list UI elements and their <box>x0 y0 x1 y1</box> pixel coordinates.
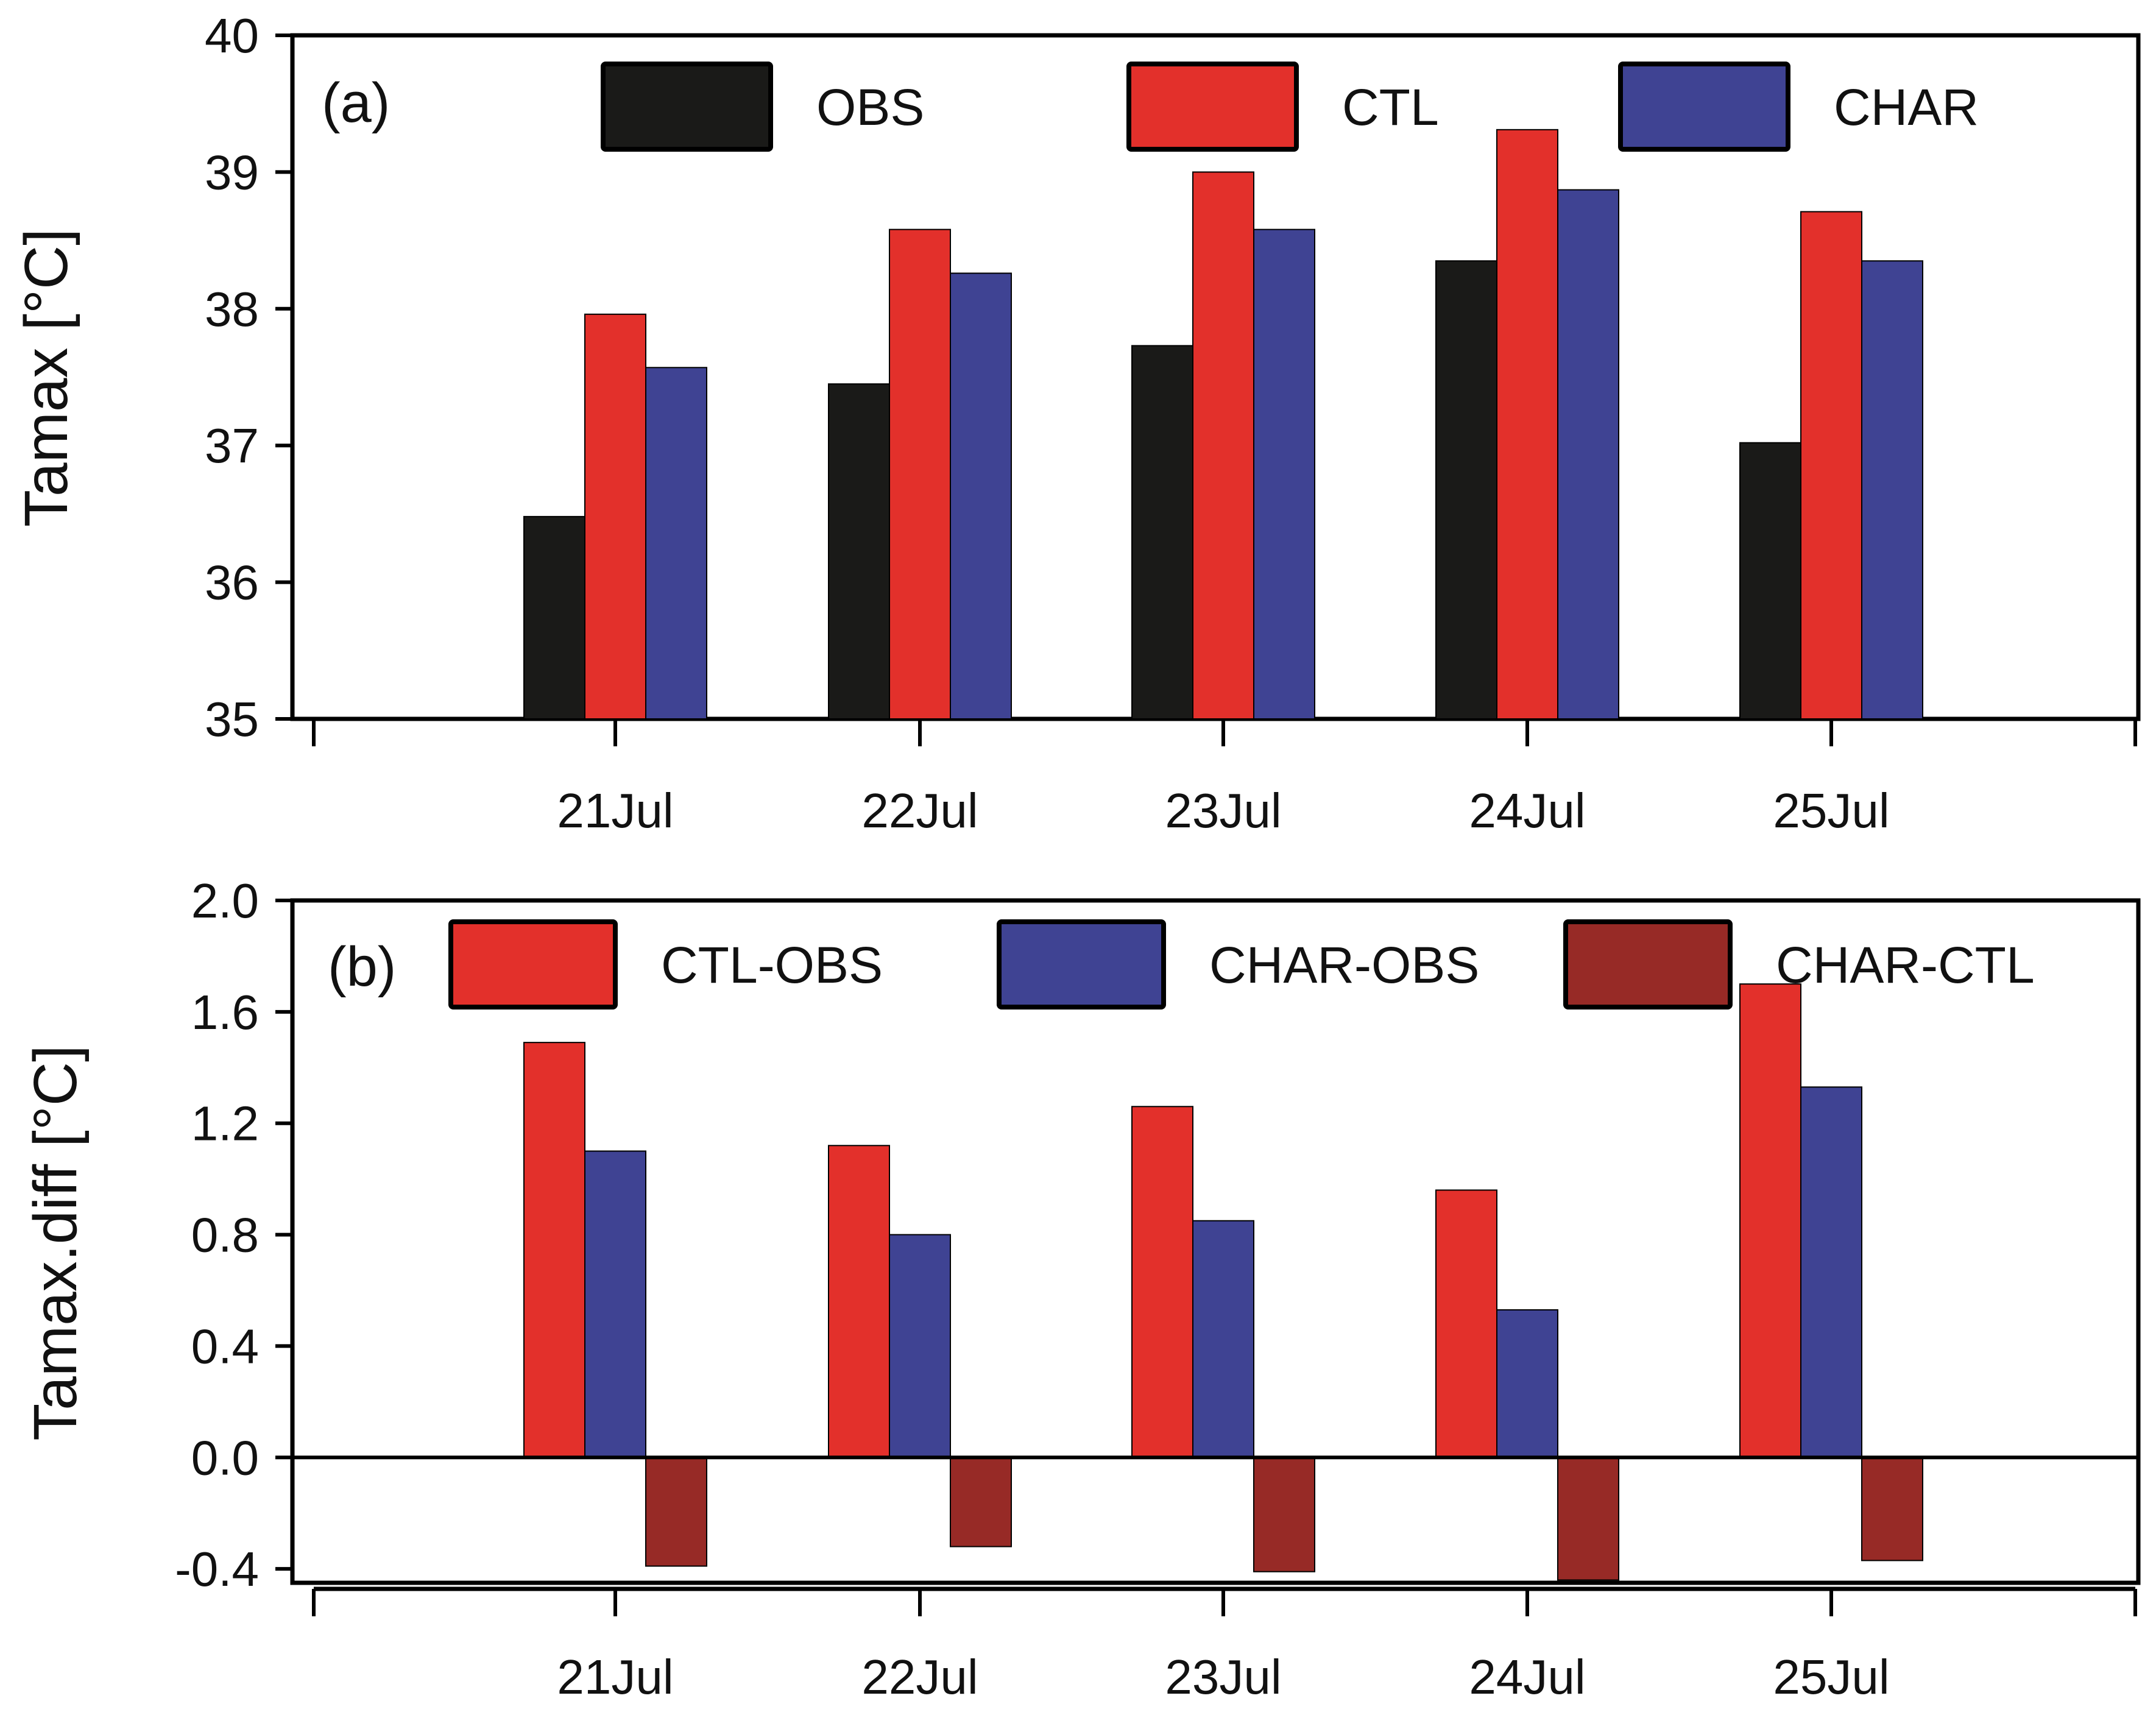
panel-a-y-ticks: 35 36 37 38 39 40 <box>205 9 292 746</box>
bar-ctl-obs <box>828 1145 890 1459</box>
legend-label: CHAR <box>1834 79 1979 136</box>
panel-b-y-axis-title: Tamax.diff [°C] <box>21 1045 90 1440</box>
bar-ctl <box>1800 211 1862 720</box>
x-tick-label: 22Jul <box>861 1650 978 1704</box>
bar-obs <box>1739 442 1801 720</box>
y-tick-label: 40 <box>205 9 259 63</box>
x-tick-label: 25Jul <box>1773 783 1889 838</box>
bar-ctl-obs <box>1739 983 1801 1459</box>
panel-a-y-axis-title: Tamax [°C] <box>12 228 80 527</box>
panel-a-legend: OBS CTL CHAR <box>601 62 1979 152</box>
y-tick-label: 39 <box>205 145 259 199</box>
legend-label: CHAR-OBS <box>1209 936 1479 994</box>
y-tick-label: 36 <box>205 556 259 610</box>
bar-char-ctl <box>950 1457 1012 1547</box>
x-tick-label: 23Jul <box>1165 783 1281 838</box>
bar-obs <box>1435 260 1497 720</box>
y-tick-label: 37 <box>205 419 259 473</box>
bar-ctl <box>584 313 646 720</box>
y-tick-label: 38 <box>205 282 259 336</box>
x-tick-label: 24Jul <box>1469 783 1585 838</box>
y-tick-label: 1.6 <box>191 985 259 1039</box>
bar-char-obs <box>1800 1086 1862 1459</box>
bar-ctl <box>1192 171 1254 720</box>
panel-a-bars <box>523 129 1923 720</box>
y-tick-label: 0.4 <box>191 1319 259 1373</box>
bar-char-obs <box>889 1234 951 1459</box>
legend-swatch-char-ctl <box>1563 919 1733 1010</box>
bar-ctl-obs <box>1435 1189 1497 1459</box>
bar-char <box>1861 260 1923 720</box>
bar-char-ctl <box>1861 1457 1923 1561</box>
y-tick-label: 1.2 <box>191 1097 259 1151</box>
legend-swatch-char-obs <box>997 919 1166 1010</box>
bar-char <box>645 367 707 720</box>
bar-char <box>1253 228 1315 720</box>
bar-ctl <box>889 228 951 720</box>
panel-a: (a) Tamax [°C] 35 36 37 38 39 40 21Jul 22Jul 23… <box>12 9 2141 838</box>
bar-obs <box>523 515 585 720</box>
panel-b-y-ticks: -0.4 0.0 0.4 0.8 1.2 1.6 2.0 <box>175 874 292 1596</box>
x-tick-label: 24Jul <box>1469 1650 1585 1704</box>
bar-char-ctl <box>1557 1457 1619 1581</box>
bar-char-ctl <box>1253 1457 1315 1572</box>
bar-char <box>1557 189 1619 720</box>
y-tick-label: 0.0 <box>191 1430 259 1485</box>
x-tick-label: 23Jul <box>1165 1650 1281 1704</box>
panel-b-x-ticks: 21Jul 22Jul 23Jul 24Jul 25Jul <box>312 1586 2137 1704</box>
bar-ctl-obs <box>523 1042 585 1459</box>
legend-swatch-ctl <box>1126 62 1299 152</box>
panel-b-frame <box>290 898 2141 1585</box>
bar-ctl-obs <box>1131 1106 1193 1459</box>
panel-b-label: (b) <box>328 936 396 998</box>
x-tick-label: 25Jul <box>1773 1650 1889 1704</box>
y-tick-label: -0.4 <box>175 1542 259 1596</box>
bar-char-obs <box>1496 1309 1558 1459</box>
x-tick-label: 22Jul <box>861 783 978 838</box>
bar-ctl <box>1496 129 1558 720</box>
panel-b-legend: CTL-OBS CHAR-OBS CHAR-CTL <box>448 919 2035 1010</box>
panel-b: (b) Tamax.diff [°C] -0.4 0.0 0.4 0.8 1.2 1.6 2… <box>21 874 2141 1704</box>
y-tick-label: 35 <box>205 692 259 746</box>
panel-a-x-ticks: 21Jul 22Jul 23Jul 24Jul 25Jul <box>312 716 2137 838</box>
panel-a-label: (a) <box>322 72 390 134</box>
bar-char-obs <box>584 1150 646 1459</box>
panel-b-bars <box>292 983 2138 1581</box>
legend-swatch-obs <box>601 62 773 152</box>
bar-obs <box>828 383 890 720</box>
legend-swatch-ctl-obs <box>448 919 618 1010</box>
legend-label: CHAR-CTL <box>1776 936 2035 994</box>
y-tick-label: 2.0 <box>191 874 259 928</box>
legend-swatch-char <box>1618 62 1790 152</box>
y-tick-label: 0.8 <box>191 1208 259 1262</box>
bar-char-obs <box>1192 1220 1254 1459</box>
x-tick-label: 21Jul <box>557 783 673 838</box>
legend-label: CTL-OBS <box>661 936 883 994</box>
bar-char <box>950 272 1012 720</box>
x-tick-label: 21Jul <box>557 1650 673 1704</box>
legend-label: OBS <box>816 79 924 136</box>
legend-label: CTL <box>1342 79 1439 136</box>
bar-obs <box>1131 345 1193 720</box>
bar-char-ctl <box>645 1457 707 1567</box>
